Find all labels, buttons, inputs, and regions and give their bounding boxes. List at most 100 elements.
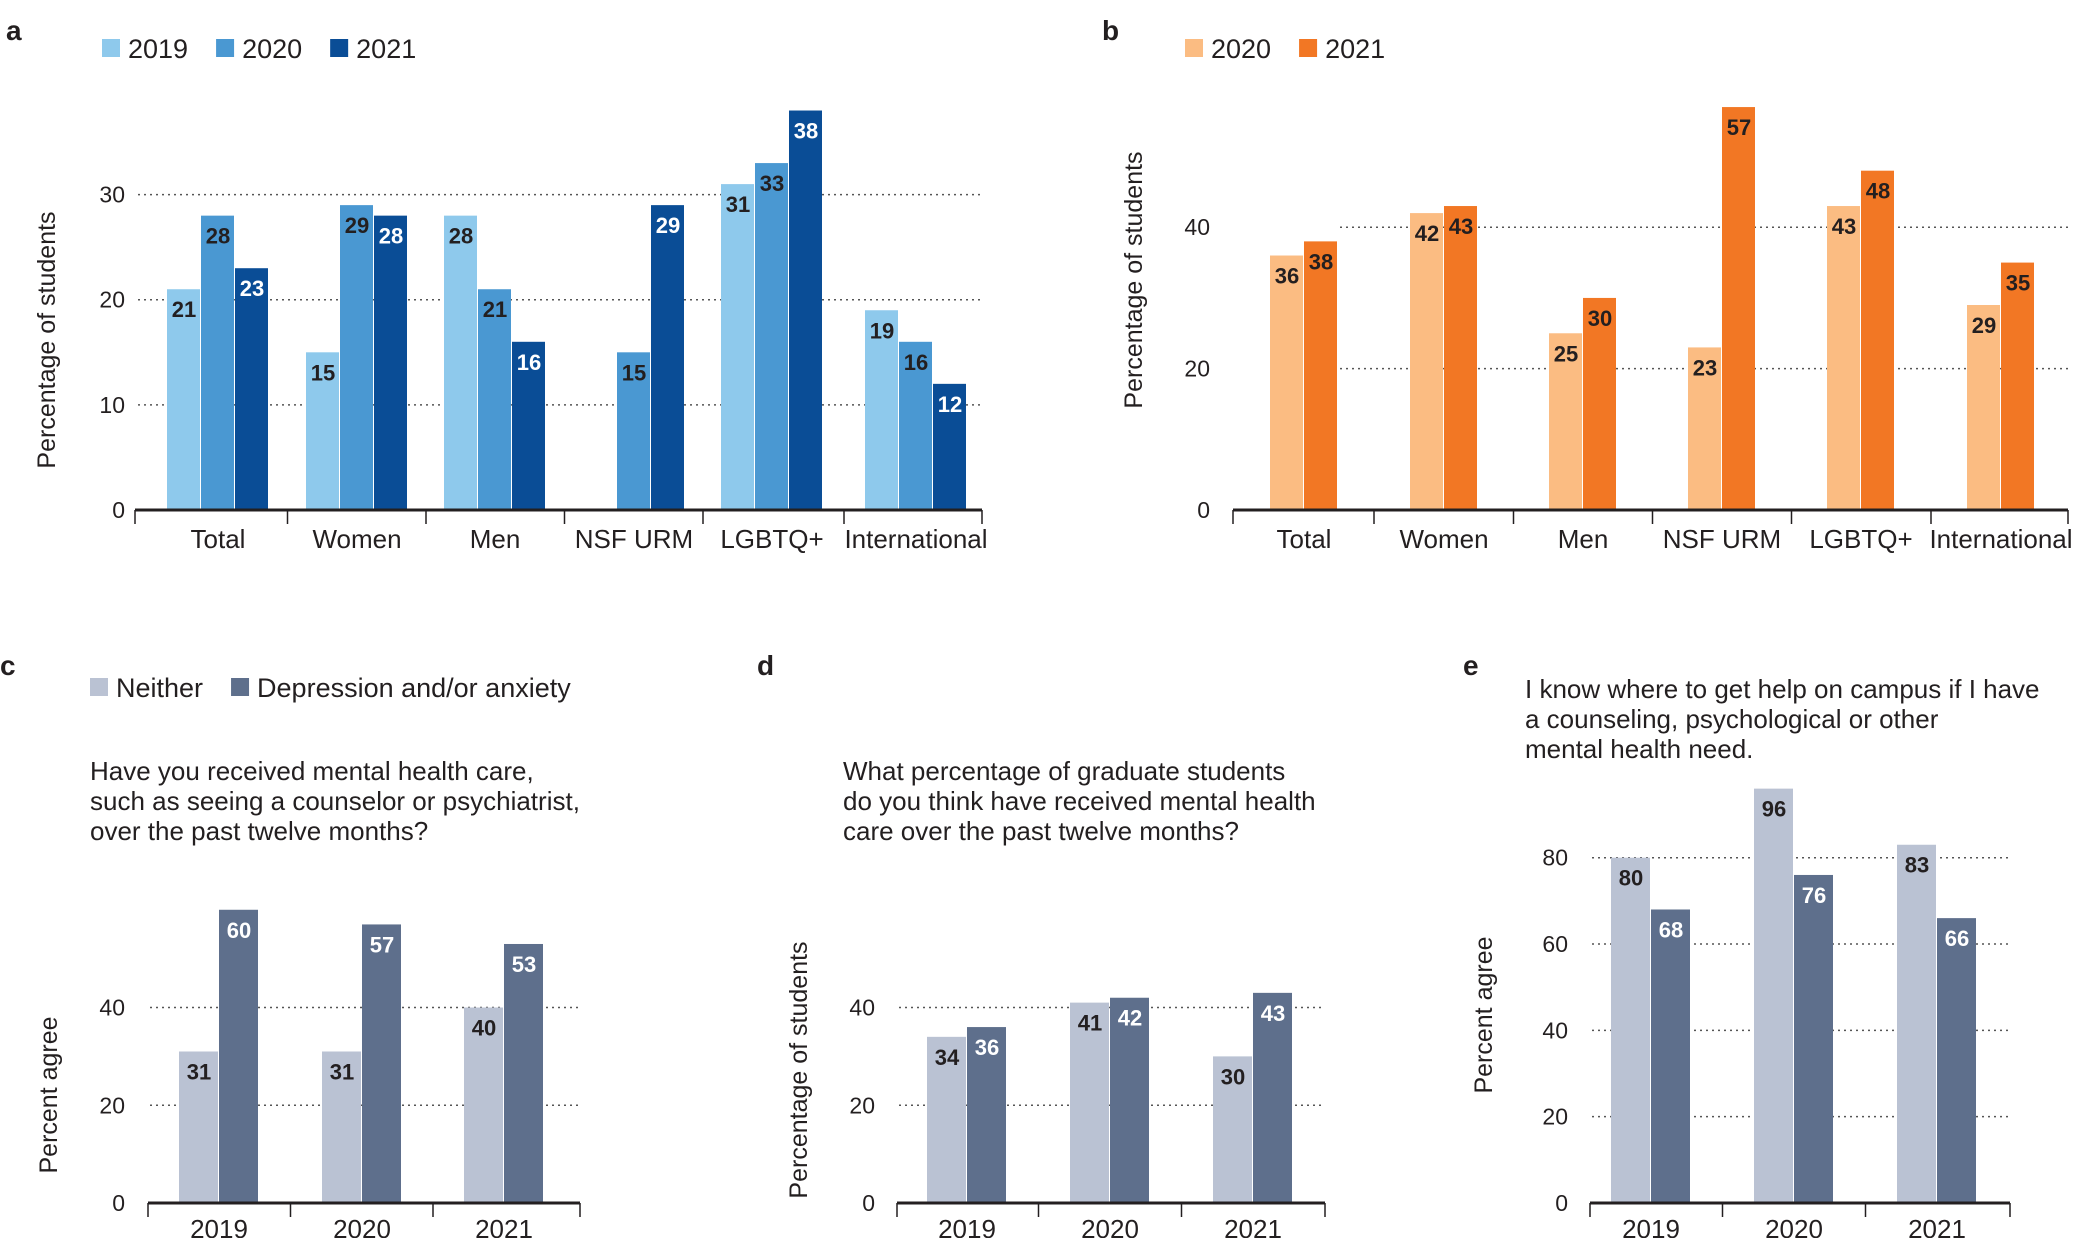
bar-women-2021 bbox=[374, 215, 407, 510]
legend-label-2020: 2020 bbox=[242, 34, 302, 64]
bar-value-label: 57 bbox=[1727, 115, 1751, 140]
bar-value-label: 80 bbox=[1619, 866, 1643, 891]
x-category-label: 2020 bbox=[1081, 1214, 1139, 1238]
bar-international-2021 bbox=[2001, 262, 2034, 510]
bar-value-label: 34 bbox=[935, 1045, 960, 1070]
panel-e: e I know where to get help on campus if I… bbox=[1463, 650, 2040, 1238]
bar-value-label: 16 bbox=[517, 350, 541, 375]
bar-value-label: 33 bbox=[760, 171, 784, 196]
x-category-label: Women bbox=[1399, 524, 1488, 554]
bar-value-label: 21 bbox=[172, 297, 196, 322]
bar-value-label: 15 bbox=[311, 360, 335, 385]
bar-2021-neither bbox=[1897, 844, 1936, 1203]
bar-value-label: 35 bbox=[2006, 271, 2030, 296]
bar-value-label: 36 bbox=[975, 1035, 999, 1060]
bar-2020-depression-and-or-anxiety bbox=[362, 924, 401, 1203]
bar-2019-neither bbox=[927, 1036, 966, 1203]
legend-label-neither: Neither bbox=[116, 673, 203, 703]
y-tick-label: 0 bbox=[1555, 1190, 1568, 1216]
panel-c-question-line: Have you received mental health care, bbox=[90, 756, 534, 786]
panel-d-question-line: care over the past twelve months? bbox=[843, 816, 1239, 846]
bar-value-label: 30 bbox=[1588, 306, 1612, 331]
bar-2019-neither bbox=[1611, 857, 1650, 1203]
x-category-label: 2021 bbox=[1908, 1214, 1966, 1238]
x-category-label: 2019 bbox=[190, 1214, 248, 1238]
bar-international-2020 bbox=[899, 341, 932, 510]
bar-nsf-urm-2020 bbox=[617, 352, 650, 510]
bar-lgbtq--2019 bbox=[721, 184, 754, 510]
bar-international-2019 bbox=[865, 310, 898, 510]
x-category-label: 2021 bbox=[475, 1214, 533, 1238]
bar-2020-neither bbox=[1754, 788, 1793, 1203]
y-tick-label: 0 bbox=[862, 1190, 875, 1216]
bar-value-label: 36 bbox=[1275, 264, 1299, 289]
x-category-label: 2019 bbox=[938, 1214, 996, 1238]
bar-value-label: 40 bbox=[472, 1016, 496, 1041]
bar-total-2021 bbox=[235, 268, 268, 510]
y-axis-title: Percentage of students bbox=[33, 211, 61, 468]
bar-2021-neither bbox=[464, 1007, 503, 1203]
panel-letter-b: b bbox=[1102, 15, 1119, 46]
y-tick-label: 80 bbox=[1542, 845, 1568, 871]
bar-nsf-urm-2021 bbox=[1722, 107, 1755, 510]
bar-nsf-urm-2020 bbox=[1688, 347, 1721, 510]
legend-swatch-2021 bbox=[1299, 39, 1318, 57]
bar-2021-depression-and-or-anxiety bbox=[504, 943, 543, 1203]
bar-value-label: 60 bbox=[227, 918, 251, 943]
bar-value-label: 41 bbox=[1078, 1011, 1102, 1036]
bar-value-label: 48 bbox=[1866, 179, 1890, 204]
y-tick-label: 10 bbox=[99, 392, 125, 418]
y-tick-label: 0 bbox=[112, 497, 125, 523]
bar-value-label: 21 bbox=[483, 297, 507, 322]
bar-value-label: 43 bbox=[1449, 214, 1473, 239]
bar-total-2019 bbox=[167, 289, 200, 510]
panel-c-question-line: such as seeing a counselor or psychiatri… bbox=[90, 786, 580, 816]
x-category-label: Total bbox=[1277, 524, 1332, 554]
bar-2019-depression-and-or-anxiety bbox=[219, 909, 258, 1203]
bar-value-label: 29 bbox=[656, 213, 680, 238]
bar-value-label: 30 bbox=[1221, 1064, 1245, 1089]
bar-women-2021 bbox=[1444, 206, 1477, 510]
bar-men-2020 bbox=[1549, 333, 1582, 510]
bar-2021-neither bbox=[1213, 1056, 1252, 1203]
x-category-label: 2020 bbox=[1765, 1214, 1823, 1238]
panel-a: a 2019 2020 2021 0 10 20 30 Percentage of studen… bbox=[6, 15, 988, 554]
bar-2019-neither bbox=[179, 1051, 218, 1203]
panel-e-question-line: a counseling, psychological or other bbox=[1525, 704, 1939, 734]
x-category-label: International bbox=[1929, 524, 2072, 554]
bar-value-label: 31 bbox=[187, 1060, 211, 1085]
x-category-label: Men bbox=[470, 524, 521, 554]
bar-value-label: 23 bbox=[1693, 355, 1717, 380]
legend-label-2019: 2019 bbox=[128, 34, 188, 64]
y-tick-label: 20 bbox=[1542, 1104, 1568, 1130]
bar-value-label: 96 bbox=[1762, 797, 1786, 822]
bar-value-label: 25 bbox=[1554, 341, 1578, 366]
y-axis-title: Percentage of students bbox=[1120, 151, 1148, 408]
bar-lgbtq--2021 bbox=[1861, 170, 1894, 511]
panel-e-question-line: mental health need. bbox=[1525, 734, 1753, 764]
bar-nsf-urm-2021 bbox=[651, 205, 684, 510]
bar-value-label: 43 bbox=[1832, 214, 1856, 239]
panel-letter-c: c bbox=[0, 650, 16, 681]
bar-value-label: 53 bbox=[512, 952, 536, 977]
x-category-label: LGBTQ+ bbox=[1809, 524, 1912, 554]
x-category-label: Men bbox=[1558, 524, 1609, 554]
bar-lgbtq--2021 bbox=[789, 110, 822, 510]
bar-men-2020 bbox=[478, 289, 511, 510]
y-tick-label: 60 bbox=[1542, 931, 1568, 957]
x-category-label: 2019 bbox=[1622, 1214, 1680, 1238]
legend-label-2021: 2021 bbox=[1325, 34, 1385, 64]
panel-c-question-line: over the past twelve months? bbox=[90, 816, 428, 846]
bar-international-2020 bbox=[1967, 305, 2000, 510]
y-tick-label: 20 bbox=[1184, 356, 1210, 382]
y-tick-label: 20 bbox=[849, 1092, 875, 1118]
bar-2021-depression-and-or-anxiety bbox=[1253, 992, 1292, 1203]
panel-letter-a: a bbox=[6, 15, 22, 46]
bar-men-2021 bbox=[1583, 297, 1616, 510]
bar-value-label: 38 bbox=[794, 119, 818, 144]
legend-label-2020: 2020 bbox=[1211, 34, 1271, 64]
y-tick-label: 40 bbox=[99, 995, 125, 1021]
y-tick-label: 40 bbox=[1184, 214, 1210, 240]
y-axis-title: Percent agree bbox=[1470, 936, 1498, 1093]
